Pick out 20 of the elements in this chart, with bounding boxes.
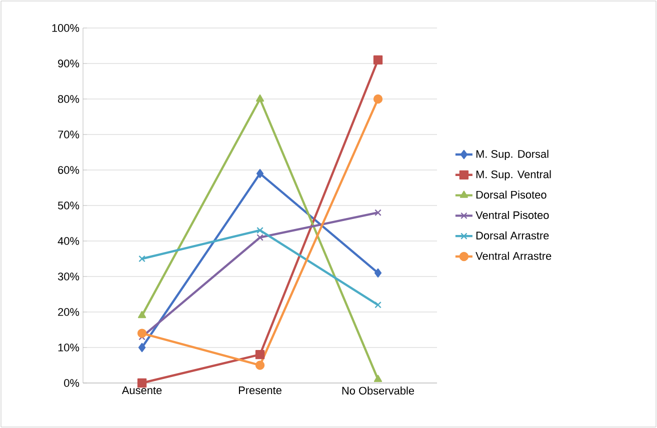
- legend-label: M. Sup. Dorsal: [476, 150, 548, 160]
- y-tick-label: 100%: [52, 24, 80, 32]
- y-tick-label: 10%: [58, 344, 80, 352]
- y-tick-label: 90%: [58, 60, 80, 68]
- y-tick-label: 80%: [58, 95, 80, 103]
- legend-label: Ventral Pisoteo: [476, 210, 549, 220]
- y-tick-label: 60%: [58, 166, 80, 174]
- x-tick-label: No Observable: [342, 386, 414, 395]
- y-tick-label: 50%: [58, 202, 80, 210]
- y-tick-label: 70%: [58, 130, 80, 138]
- x-tick-label: Ausente: [122, 386, 162, 394]
- y-tick-label: 30%: [58, 272, 80, 280]
- x-tick-label: Presente: [238, 386, 282, 394]
- legend-label: Ventral Arrastre: [476, 252, 552, 260]
- legend-label: M. Sup. Ventral: [476, 170, 551, 180]
- y-tick-label: 40%: [58, 237, 80, 245]
- y-tick-label: 0%: [64, 379, 80, 387]
- legend-label: Dorsal Arrastre: [476, 231, 549, 240]
- y-tick-label: 20%: [58, 308, 80, 316]
- legend-label: Dorsal Pisoteo: [476, 190, 546, 199]
